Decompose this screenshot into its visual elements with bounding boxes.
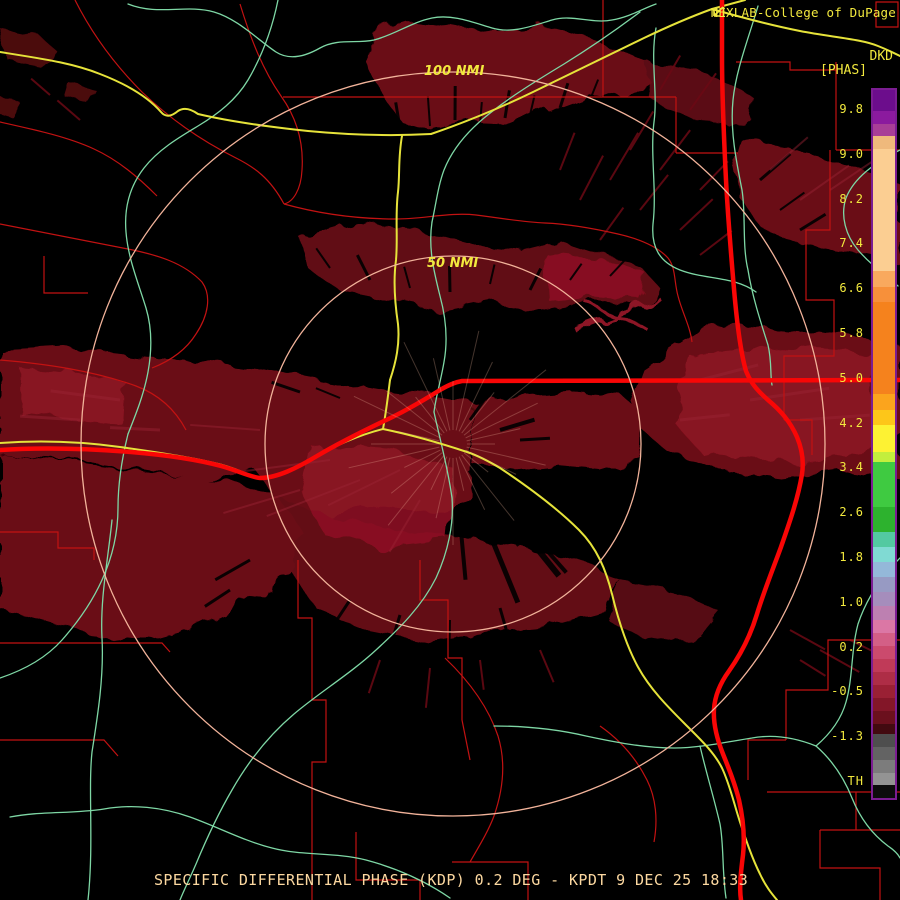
color-scale-segment [873,760,895,773]
brand-title: NEXLAB-College of DuPage [710,5,896,20]
color-scale-segment [873,287,895,302]
color-scale-segment [873,425,895,452]
product-code: DKD [869,49,893,64]
color-scale-tick-label: 5.8 [839,326,864,340]
color-scale-tick-label: 6.6 [839,281,864,295]
color-scale-segment [873,394,895,410]
color-scale-tick-label: 3.4 [839,460,864,474]
color-scale-tick-label: 5.0 [839,371,864,385]
color-scale-segment [873,149,895,271]
range-rings [80,71,826,817]
color-scale-segment [873,711,895,724]
radar-center-rays [348,330,547,545]
color-scale-segment [873,124,895,136]
color-scale-segment [873,747,895,760]
color-scale-bar [871,88,897,800]
color-scale-segment [873,698,895,711]
color-scale-segment [873,672,895,685]
product-units: [PHAS] [820,63,867,78]
color-scale-segment [873,562,895,577]
color-scale-segment [873,577,895,592]
range-ring-50nmi [264,255,642,633]
color-scale-tick-label: 9.0 [839,147,864,161]
echo-streak-texture [20,54,882,708]
color-scale-tick-label: TH [847,774,864,788]
brand-bar: NEXLAB-College of DuPage [711,5,896,20]
color-scale-segment [873,452,895,462]
color-scale-tick-label: -0.5 [831,684,864,698]
color-scale-segment [873,620,895,633]
color-scale-segment [873,111,895,124]
color-scale-segment [873,462,895,507]
color-scale-segment [873,724,895,734]
color-scale-tick-label: 9.8 [839,102,864,116]
color-scale-tick-label: -1.3 [831,729,864,743]
color-scale-tick-label: 1.8 [839,550,864,564]
inner-ring-label: 50 NMI [427,256,479,271]
color-scale-segment [873,136,895,149]
color-scale-tick-label: 1.0 [839,595,864,609]
color-scale-segment [873,302,895,394]
color-scale-segment [873,685,895,698]
color-scale-segment [873,547,895,562]
color-scale-segment [873,606,895,620]
color-scale-segment [873,410,895,425]
color-scale-segment [873,90,895,111]
radar-echo-layer [0,20,900,642]
color-scale-segment [873,785,895,798]
color-scale-segment [873,532,895,547]
color-scale-tick-label: 7.4 [839,236,864,250]
color-scale-segment [873,734,895,747]
color-scale-segment [873,271,895,287]
north-arrow-icon [712,6,724,17]
color-scale-segment [873,773,895,785]
color-scale-segment [873,592,895,606]
color-scale-segment [873,507,895,532]
color-scale-tick-label: 4.2 [839,416,864,430]
status-bar: SPECIFIC DIFFERENTIAL PHASE (KDP) 0.2 DE… [154,871,749,889]
color-scale-segment [873,659,895,672]
color-scale-tick-label: 0.2 [839,640,864,654]
range-ring-100nmi [80,71,826,817]
color-scale-segment [873,633,895,646]
color-scale-segment [873,646,895,659]
outer-ring-label: 100 NMI [424,64,485,79]
color-scale-tick-label: 2.6 [839,505,864,519]
color-scale-tick-label: 8.2 [839,192,864,206]
